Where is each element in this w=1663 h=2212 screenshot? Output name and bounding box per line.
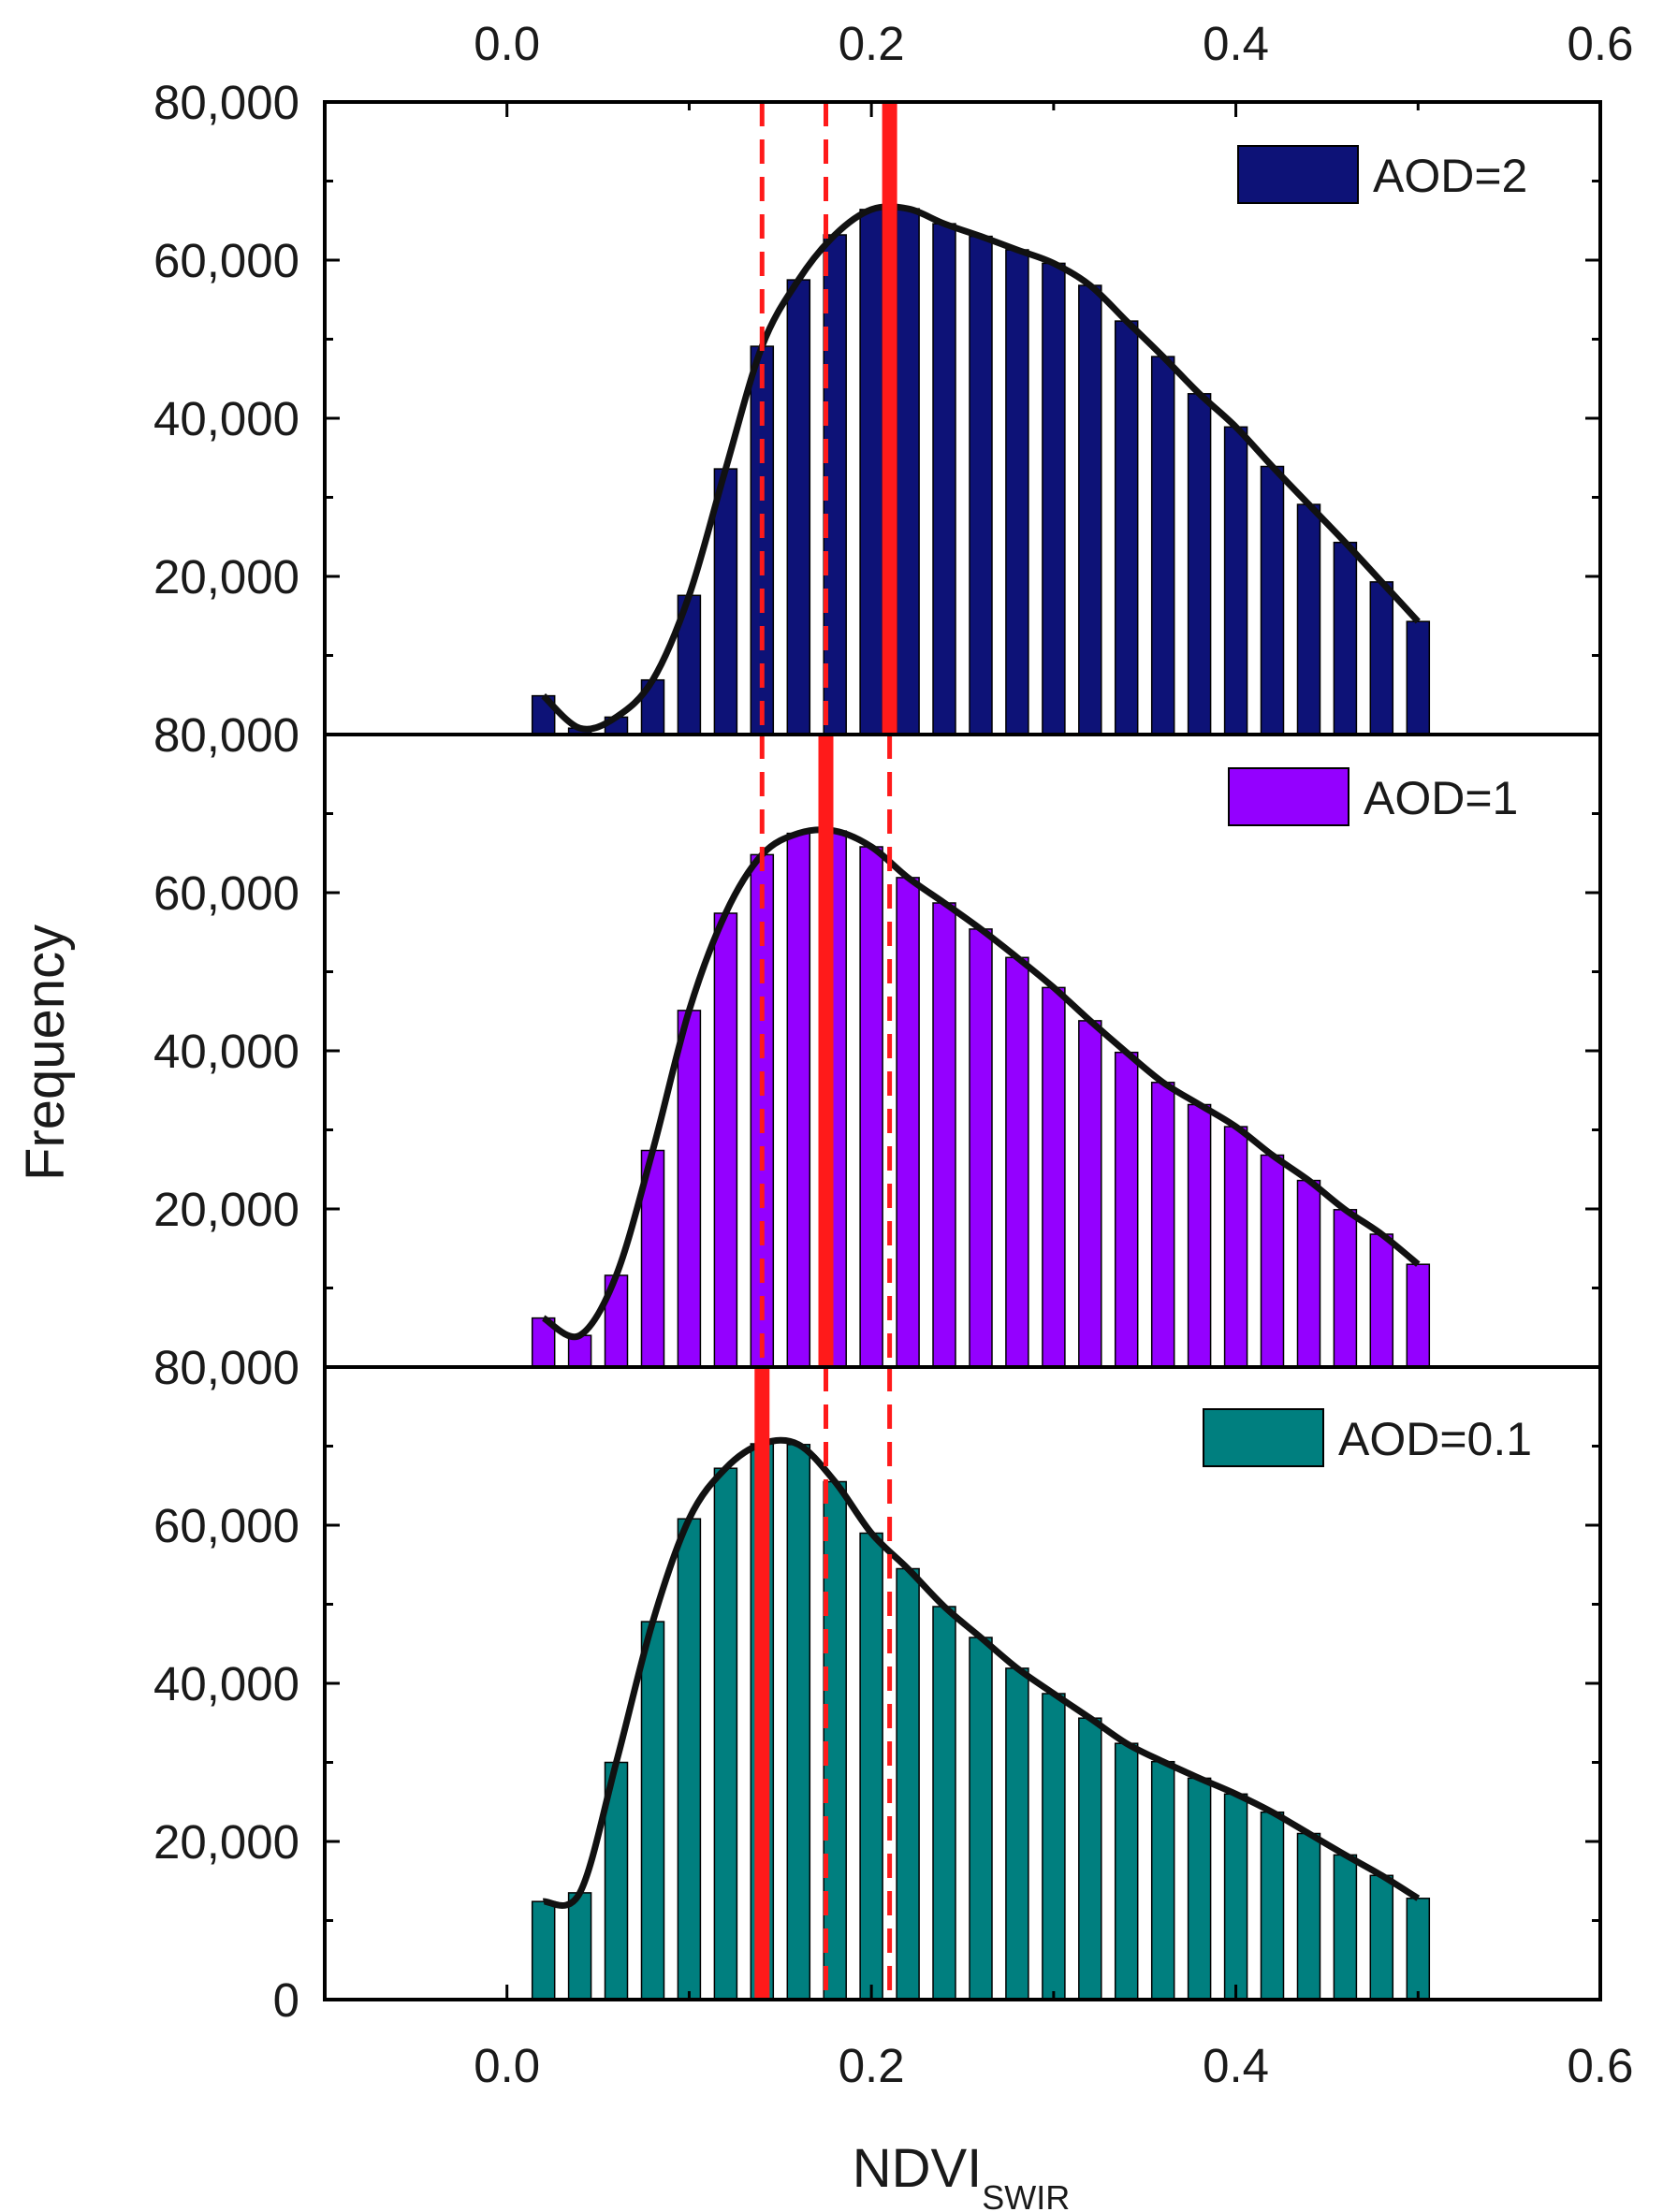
panel-3: 80,000 60,000 40,000 20,000 0 AOD=0.1 <box>153 1341 1600 2027</box>
legend-swatch <box>1228 767 1349 826</box>
bar <box>1005 1667 1029 2001</box>
bar <box>1005 956 1029 1368</box>
bar <box>1005 249 1029 735</box>
panel-1: 80,000 60,000 40,000 20,000 AOD=2 <box>153 76 1600 736</box>
bar <box>1260 465 1285 735</box>
x-tick-label-bottom: 0.0 <box>474 2039 540 2092</box>
bar <box>1223 1126 1248 1368</box>
bar <box>1187 1103 1212 1368</box>
y-tick-label: 80,000 <box>153 76 299 129</box>
bar <box>531 1900 556 2001</box>
bar <box>677 1518 702 2001</box>
x-tick-label-bottom: 0.6 <box>1568 2039 1634 2092</box>
bar <box>1078 284 1102 735</box>
bar <box>1078 1020 1102 1368</box>
y-tick-label: 40,000 <box>153 1657 299 1710</box>
bar <box>1187 393 1212 735</box>
bar <box>1333 1209 1358 1368</box>
y-tick-label: 80,000 <box>153 1341 299 1394</box>
bar <box>1406 1263 1431 1368</box>
bar <box>1296 1179 1321 1368</box>
x-tick-label-bottom: 0.4 <box>1203 2039 1269 2092</box>
bar <box>859 846 883 1368</box>
y-tick-label: 60,000 <box>153 866 299 920</box>
bar <box>896 877 920 1368</box>
y-tick-label: 0 <box>273 1973 299 2027</box>
bar <box>1369 581 1394 735</box>
bar <box>932 902 956 1368</box>
legend-swatch <box>1237 145 1359 204</box>
bar <box>1406 1898 1431 2001</box>
bar <box>1406 620 1431 735</box>
bar <box>677 1010 702 1368</box>
bar <box>969 235 993 735</box>
bar <box>1223 1793 1248 2001</box>
bar <box>859 209 883 735</box>
plot-frame <box>323 100 1602 2001</box>
bar <box>896 1567 920 2001</box>
bar <box>1369 1233 1394 1368</box>
bar <box>713 912 738 1368</box>
y-tick-label: 60,000 <box>153 234 299 287</box>
y-tick-label: 40,000 <box>153 392 299 445</box>
bar <box>786 832 811 1368</box>
panel-2: 80,000 60,000 40,000 20,000 AOD=1 <box>153 708 1600 1369</box>
y-tick-label: 20,000 <box>153 1183 299 1236</box>
x-axis-title-subscript: SWIR <box>982 2178 1070 2212</box>
y-tick-label: 60,000 <box>153 1499 299 1552</box>
y-tick-label: 20,000 <box>153 550 299 604</box>
bar <box>932 223 956 735</box>
y-axis-title: Frequency <box>15 924 76 1181</box>
bar <box>567 1892 592 2001</box>
y-tick-label: 40,000 <box>153 1025 299 1078</box>
bar <box>1260 1811 1285 2001</box>
bar <box>1333 541 1358 735</box>
bar <box>1114 1051 1139 1368</box>
legend-label: AOD=2 <box>1373 150 1527 202</box>
bar <box>640 1621 665 2001</box>
bar <box>786 279 811 735</box>
bar <box>1296 503 1321 735</box>
bar <box>969 928 993 1368</box>
bar <box>1078 1717 1102 2001</box>
bar <box>1042 986 1066 1368</box>
bar <box>1187 1777 1212 2001</box>
bar <box>1114 1742 1139 2001</box>
y-tick-label: 80,000 <box>153 708 299 762</box>
fit-curve <box>542 1436 1421 1909</box>
fit-curve <box>541 203 1421 733</box>
fit-curve <box>541 826 1421 1341</box>
x-tick-label-top: 0.0 <box>474 17 540 70</box>
x-tick-label-bottom: 0.2 <box>839 2039 905 2092</box>
x-tick-label-top: 0.4 <box>1203 17 1269 70</box>
legend-swatch <box>1203 1408 1324 1467</box>
bar <box>567 1334 592 1368</box>
bar <box>859 1532 883 2001</box>
y-tick-label: 20,000 <box>153 1815 299 1869</box>
bar <box>932 1606 956 2001</box>
bar <box>1296 1832 1321 2001</box>
x-tick-label-top: 0.2 <box>839 17 905 70</box>
bar <box>1150 356 1175 735</box>
bar <box>786 1444 811 2001</box>
x-axis-title: NDVISWIR <box>853 2138 1071 2212</box>
bar <box>1042 1693 1066 2001</box>
legend-label: AOD=0.1 <box>1338 1413 1532 1465</box>
legend-label: AOD=1 <box>1364 772 1518 824</box>
x-tick-label-top: 0.6 <box>1568 17 1634 70</box>
bar <box>1369 1874 1394 2001</box>
x-axis-title-main: NDVI <box>853 2138 983 2199</box>
bar <box>896 208 920 735</box>
bar <box>1333 1854 1358 2001</box>
bar <box>1114 320 1139 735</box>
bar <box>1223 426 1248 735</box>
bar <box>1042 262 1066 735</box>
bar <box>1150 1760 1175 2001</box>
bar <box>1260 1154 1285 1368</box>
bar <box>969 1637 993 2001</box>
bar <box>1150 1082 1175 1368</box>
bar <box>713 1467 738 2001</box>
